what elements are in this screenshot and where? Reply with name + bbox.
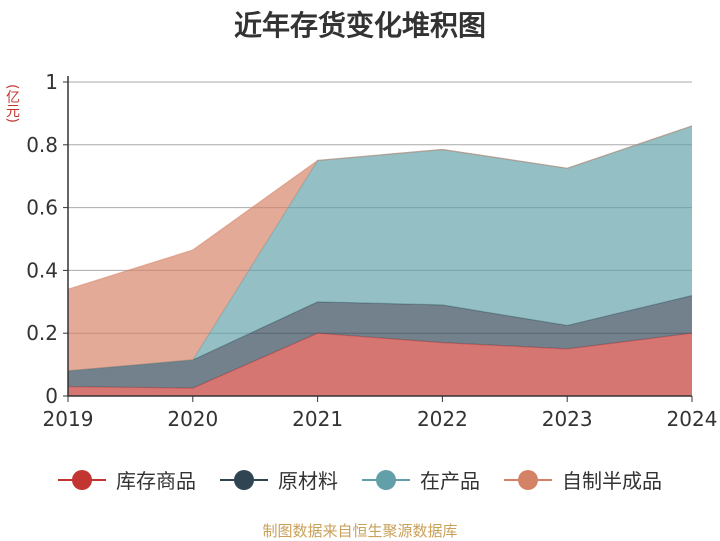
area-series-1 <box>68 333 692 396</box>
y-tick-label: 0.4 <box>26 258 58 282</box>
legend-swatch-dot <box>72 469 92 490</box>
x-tick-label: 2024 <box>667 407 718 431</box>
legend-swatch <box>220 469 268 490</box>
x-tick-label: 2021 <box>292 407 343 431</box>
legend: 库存商品 原材料 在产品 自制半成品 <box>0 465 720 494</box>
y-tick-label: 1 <box>45 70 58 94</box>
legend-swatch-dot <box>376 469 396 490</box>
y-tick-label: 0.6 <box>26 196 58 220</box>
x-tick-label: 2019 <box>43 407 94 431</box>
legend-swatch <box>58 469 106 490</box>
legend-label: 库存商品 <box>116 469 196 493</box>
area-series-4 <box>68 126 692 371</box>
legend-item[interactable]: 自制半成品 <box>504 465 662 494</box>
y-tick-label: 0 <box>45 384 58 408</box>
x-tick-label: 2020 <box>167 407 218 431</box>
y-axis-unit-label: (亿元) <box>4 84 20 123</box>
legend-swatch-dot <box>234 469 254 490</box>
chart-title: 近年存货变化堆积图 <box>233 9 486 42</box>
x-tick-label: 2023 <box>542 407 593 431</box>
x-tick-label: 2022 <box>417 407 468 431</box>
legend-item[interactable]: 在产品 <box>362 465 480 494</box>
area-series-2 <box>68 295 692 389</box>
legend-swatch <box>362 469 410 490</box>
y-tick-label: 0.8 <box>26 133 58 157</box>
legend-label: 原材料 <box>278 469 338 493</box>
legend-swatch <box>504 469 552 490</box>
y-tick-label: 0.2 <box>26 321 58 345</box>
legend-swatch-dot <box>518 469 538 490</box>
area-series-edge-4 <box>67 125 693 290</box>
legend-item[interactable]: 原材料 <box>220 465 338 494</box>
legend-label: 自制半成品 <box>562 469 662 493</box>
data-source-note: 制图数据来自恒生聚源数据库 <box>262 522 458 540</box>
legend-item[interactable]: 库存商品 <box>58 465 196 494</box>
area-series-3 <box>68 126 692 371</box>
legend-label: 在产品 <box>420 469 480 493</box>
